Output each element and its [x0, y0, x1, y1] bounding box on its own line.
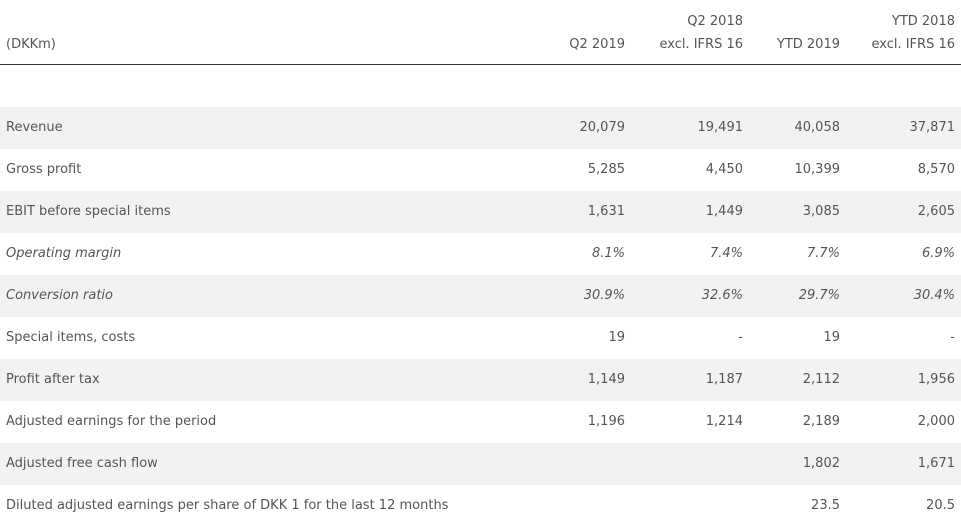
row-label: Revenue	[6, 120, 63, 135]
cell-ytd-2019: 1,802	[802, 456, 840, 471]
cell-q2-2018: 19,491	[697, 120, 744, 135]
column-header-subtext: excl. IFRS 16	[871, 37, 955, 52]
row-label: Adjusted earnings for the period	[6, 414, 217, 429]
cell-ytd-2019: 19	[823, 330, 840, 345]
column-header-q2-2018: Q2 2018 excl. IFRS 16	[659, 10, 743, 56]
row-label: Diluted adjusted earnings per share of D…	[6, 498, 449, 513]
cell-q2-2019: 1,196	[587, 414, 625, 429]
table-row: Revenue 20,079 19,491 40,058 37,871	[0, 107, 961, 149]
cell-ytd-2019: 2,189	[802, 414, 840, 429]
cell-ytd-2019: 40,058	[794, 120, 841, 135]
table-row: Operating margin 8.1% 7.4% 7.7% 6.9%	[0, 233, 961, 275]
cell-ytd-2018: -	[950, 330, 955, 345]
cell-q2-2018: 1,187	[705, 372, 743, 387]
cell-ytd-2018: 8,570	[917, 162, 955, 177]
column-header-ytd-2019: YTD 2019	[777, 33, 840, 56]
cell-q2-2019: 5,285	[587, 162, 625, 177]
table-header: (DKKm) Q2 2019 Q2 2018 excl. IFRS 16 YTD…	[0, 0, 961, 65]
column-header-text: YTD 2019	[776, 37, 840, 52]
cell-q2-2019: 19	[608, 330, 625, 345]
cell-q2-2019: 1,631	[587, 204, 625, 219]
cell-ytd-2019: 7.7%	[806, 246, 840, 261]
row-label: Profit after tax	[6, 372, 100, 387]
cell-q2-2018: 7.4%	[709, 246, 743, 261]
cell-ytd-2018: 2,605	[917, 204, 955, 219]
cell-ytd-2019: 3,085	[802, 204, 840, 219]
cell-ytd-2018: 37,871	[909, 120, 956, 135]
column-header-q2-2019: Q2 2019	[569, 33, 625, 56]
unit-label: (DKKm)	[6, 37, 56, 52]
cell-q2-2019: 8.1%	[591, 246, 625, 261]
cell-ytd-2019: 29.7%	[798, 288, 840, 303]
column-header-text: YTD 2018	[891, 14, 955, 29]
row-label: Operating margin	[6, 246, 122, 261]
table-row: EBIT before special items 1,631 1,449 3,…	[0, 191, 961, 233]
cell-q2-2019: 20,079	[579, 120, 626, 135]
cell-q2-2018: 1,214	[705, 414, 743, 429]
cell-q2-2018: -	[738, 330, 743, 345]
table-row: Gross profit 5,285 4,450 10,399 8,570	[0, 149, 961, 191]
cell-q2-2019: 1,149	[587, 372, 625, 387]
cell-ytd-2019: 10,399	[794, 162, 841, 177]
cell-q2-2018: 32.6%	[701, 288, 743, 303]
row-label: Conversion ratio	[6, 288, 113, 303]
cell-ytd-2019: 23.5	[811, 498, 840, 513]
table-row: Diluted adjusted earnings per share of D…	[0, 485, 961, 527]
column-header-ytd-2018: YTD 2018 excl. IFRS 16	[871, 10, 955, 56]
cell-ytd-2018: 1,956	[917, 372, 955, 387]
cell-ytd-2018: 6.9%	[921, 246, 955, 261]
column-header-text: Q2 2018	[687, 14, 743, 29]
column-header-subtext: excl. IFRS 16	[659, 37, 743, 52]
table-row: Conversion ratio 30.9% 32.6% 29.7% 30.4%	[0, 275, 961, 317]
cell-ytd-2019: 2,112	[802, 372, 840, 387]
header-spacer	[0, 65, 961, 107]
row-label: Gross profit	[6, 162, 82, 177]
cell-ytd-2018: 20.5	[926, 498, 955, 513]
row-label: Adjusted free cash flow	[6, 456, 158, 471]
table-row: Adjusted free cash flow 1,802 1,671	[0, 443, 961, 485]
cell-q2-2019: 30.9%	[583, 288, 625, 303]
cell-q2-2018: 1,449	[705, 204, 743, 219]
cell-ytd-2018: 2,000	[917, 414, 955, 429]
row-label: EBIT before special items	[6, 204, 171, 219]
table-row: Adjusted earnings for the period 1,196 1…	[0, 401, 961, 443]
table-row: Special items, costs 19 - 19 -	[0, 317, 961, 359]
table-row: Profit after tax 1,149 1,187 2,112 1,956	[0, 359, 961, 401]
cell-ytd-2018: 1,671	[917, 456, 955, 471]
column-header-text: Q2 2019	[569, 37, 625, 52]
cell-q2-2018: 4,450	[705, 162, 743, 177]
row-label: Special items, costs	[6, 330, 136, 345]
cell-ytd-2018: 30.4%	[913, 288, 955, 303]
